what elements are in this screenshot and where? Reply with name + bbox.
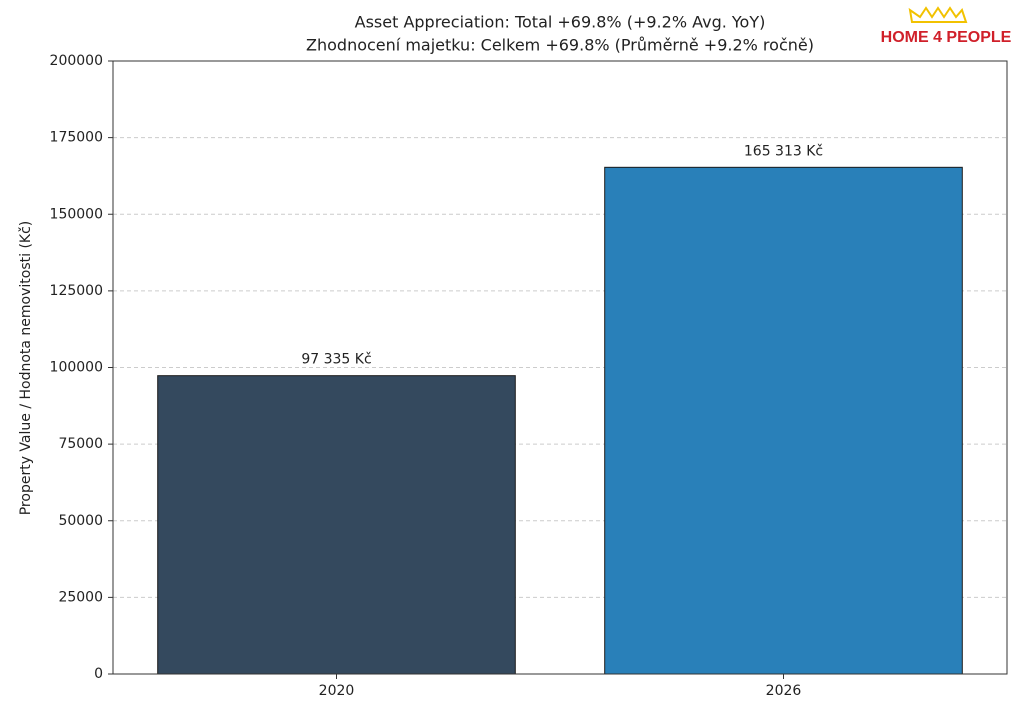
chart-subtitle: Zhodnocení majetku: Celkem +69.8% (Průmě… bbox=[306, 36, 814, 55]
value-label: 165 313 Kč bbox=[744, 143, 823, 159]
plot-area: 0 25000 50000 75000 100000 125000 150000 175000… bbox=[50, 53, 1007, 699]
bar bbox=[157, 375, 516, 675]
value-label: 97 335 Kč bbox=[301, 352, 371, 368]
y-axis-label: Property Value / Hodnota nemovitosti (Kč… bbox=[18, 221, 34, 516]
x-tick-label: 2020 bbox=[319, 683, 355, 699]
y-tick-label: 175000 bbox=[50, 130, 103, 146]
y-tick-label: 50000 bbox=[58, 513, 103, 529]
chart-title: Asset Appreciation: Total +69.8% (+9.2% … bbox=[355, 13, 766, 32]
logo: HOME 4 PEOPLE bbox=[881, 29, 1012, 46]
bar bbox=[604, 166, 963, 675]
y-tick-label: 125000 bbox=[50, 283, 103, 299]
plot-frame bbox=[112, 60, 1008, 675]
logo-crown bbox=[908, 6, 968, 23]
y-tick-label: 200000 bbox=[50, 53, 103, 69]
y-tick-label: 75000 bbox=[58, 436, 103, 452]
y-tick-label: 25000 bbox=[58, 589, 103, 605]
y-tick-label: 100000 bbox=[50, 360, 103, 376]
x-tick-label: 2026 bbox=[766, 683, 802, 699]
y-tick-label: 0 bbox=[94, 666, 103, 682]
y-tick-label: 150000 bbox=[50, 206, 103, 222]
